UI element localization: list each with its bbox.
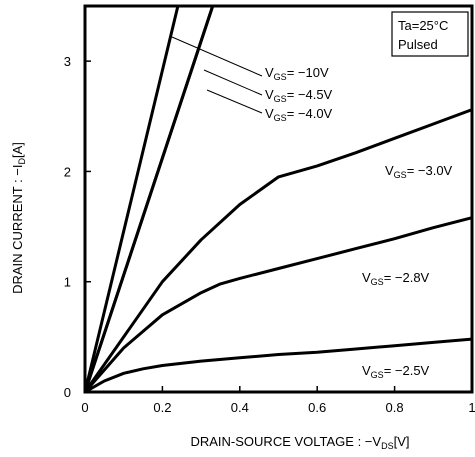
x-tick-label: 0.8 [386, 400, 404, 415]
series-label-vgs-2-8v: VGS= −2.8V [362, 270, 430, 287]
x-axis-ticks: 0 0.2 0.4 0.6 0.8 1 [81, 386, 475, 415]
series-label-vgs-2-5v: VGS= −2.5V [362, 363, 430, 380]
x-tick-label: 0 [81, 400, 88, 415]
series-label-bg [383, 160, 466, 181]
series-label-bg [360, 267, 443, 288]
leader-line [206, 89, 263, 114]
y-tick-label: 0 [64, 385, 71, 400]
y-tick-label: 2 [64, 164, 71, 179]
series-line-vgs-3-0v [85, 108, 472, 392]
x-tick-label: 1 [468, 400, 475, 415]
y-tick-label: 3 [64, 54, 71, 69]
y-tick-label: 1 [64, 275, 71, 290]
series-label-vgs-4-5v: VGS= −4.5V [265, 87, 333, 104]
x-axis-title: DRAIN-SOURCE VOLTAGE : −VDS[V] [190, 434, 409, 451]
leader-line [171, 36, 263, 77]
leader-line [203, 69, 263, 96]
x-tick-label: 0.4 [231, 400, 249, 415]
leader-lines-group [171, 36, 263, 114]
series-line-vgs-2-8v [85, 216, 472, 392]
y-axis-ticks: 0 1 2 3 [64, 54, 91, 400]
series-label-bg [360, 360, 443, 381]
curves-group [85, 6, 472, 392]
series-label-vgs-3-0v: VGS= −3.0V [385, 163, 453, 180]
series-label-vgs-10v: VGS= −10V [265, 65, 329, 82]
condition-temp: Ta=25°C [398, 18, 448, 33]
x-tick-label: 0.2 [153, 400, 171, 415]
series-line-vgs-2-5v [85, 337, 472, 392]
series-labels-group: VGS= −10V VGS= −4.5V VGS= −4.0V VGS= −3.0V V… [265, 65, 466, 381]
series-label-vgs-4-0v: VGS= −4.0V [265, 106, 333, 123]
condition-pulsed: Pulsed [398, 37, 438, 52]
condition-box: Ta=25°C Pulsed [391, 11, 469, 57]
series-line-vgs-10v [85, 6, 180, 392]
series-line-vgs-4-0v [85, 6, 215, 392]
plot-frame [83, 4, 474, 394]
x-tick-label: 0.6 [308, 400, 326, 415]
y-axis-title: DRAIN CURRENT : −ID[A] [10, 142, 27, 294]
